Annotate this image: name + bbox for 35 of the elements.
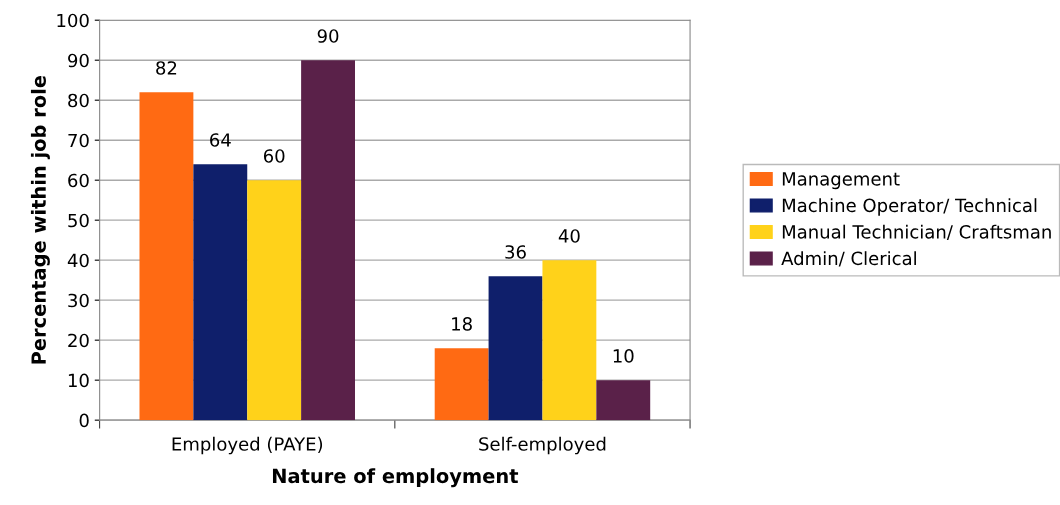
- y-tick-label: 70: [68, 133, 89, 148]
- bar: [542, 260, 597, 421]
- legend-label: Machine Operator/ Technical: [782, 198, 1037, 216]
- bar: [434, 348, 489, 421]
- legend-label: Management: [782, 172, 900, 190]
- bar: [139, 92, 194, 421]
- y-tick-label: 80: [68, 93, 89, 108]
- y-tick-label: 20: [68, 333, 89, 348]
- x-axis-title: Nature of employment: [272, 468, 519, 488]
- y-tick-label: 50: [68, 213, 89, 228]
- y-tick-label: 100: [57, 13, 89, 28]
- legend-label: Admin/ Clerical: [781, 251, 916, 267]
- data-label: 40: [558, 229, 580, 243]
- bar: [301, 60, 355, 421]
- y-tick-label: 10: [68, 373, 89, 388]
- data-label: 90: [317, 29, 339, 43]
- data-label: 60: [263, 149, 285, 163]
- x-tick-label: Employed (PAYE): [172, 436, 323, 455]
- data-label: 18: [452, 317, 472, 331]
- x-tick-label: Self-employed: [479, 436, 606, 455]
- bar: [247, 180, 302, 421]
- bar: [193, 164, 248, 421]
- data-label: 82: [156, 61, 177, 75]
- y-tick-label: 0: [79, 413, 89, 428]
- bar: [596, 380, 651, 421]
- legend-label: Manual Technician/ Craftsman: [782, 224, 1051, 241]
- y-tick-label: 90: [68, 53, 89, 68]
- data-label: 10: [613, 349, 634, 363]
- y-tick-label: 30: [68, 293, 89, 308]
- data-label: 36: [505, 245, 526, 259]
- y-tick-label: 60: [68, 173, 89, 188]
- y-axis-title: Percentage within job role: [30, 75, 50, 364]
- y-tick-label: 40: [67, 253, 89, 268]
- data-label: 64: [210, 133, 231, 147]
- bar: [488, 276, 543, 421]
